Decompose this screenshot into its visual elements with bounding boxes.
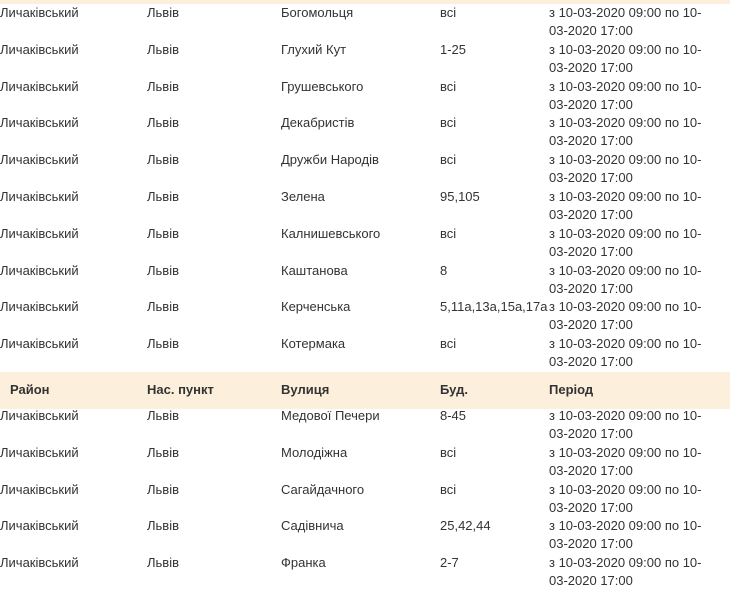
- district-cell: Личаківський: [0, 41, 79, 57]
- column-header: Вулиця: [281, 382, 330, 397]
- period-cell: з 10-03-2020 09:00 по 10-03-2020 17:00: [549, 78, 702, 112]
- building-cell: всі: [440, 481, 457, 497]
- building-cell: всі: [440, 225, 457, 241]
- period-cell: з 10-03-2020 09:00 по 10-03-2020 17:00: [549, 41, 702, 75]
- period-cell: з 10-03-2020 09:00 по 10-03-2020 17:00: [549, 5, 702, 38]
- district-cell: Личаківський: [0, 555, 79, 571]
- period-cell: з 10-03-2020 09:00 по 10-03-2020 17:00: [549, 555, 702, 589]
- street-cell: Грушевського: [281, 78, 364, 94]
- street-cell: Декабристів: [281, 115, 355, 131]
- building-cell: 25,42,44: [440, 518, 491, 534]
- street-cell: Франка: [281, 555, 326, 571]
- street-cell: Сагайдачного: [281, 481, 365, 497]
- period-cell: з 10-03-2020 09:00 по 10-03-2020 17:00: [549, 152, 702, 186]
- period-cell: з 10-03-2020 09:00 по 10-03-2020 17:00: [549, 262, 702, 296]
- building-cell: всі: [440, 152, 457, 168]
- settlement-cell: Львів: [147, 444, 180, 460]
- header-row: [0, 372, 730, 409]
- district-cell: Личаківський: [0, 115, 79, 131]
- district-cell: Личаківський: [0, 225, 79, 241]
- building-cell: 5,11а,13а,15а,17а: [440, 299, 548, 315]
- street-cell: Садівнича: [281, 518, 344, 534]
- building-cell: 2-7: [440, 555, 459, 571]
- district-cell: Личаківський: [0, 78, 79, 94]
- settlement-cell: Львів: [147, 189, 180, 204]
- settlement-cell: Львів: [147, 115, 180, 131]
- street-cell: Каштанова: [281, 262, 348, 278]
- building-cell: 1-25: [440, 41, 467, 57]
- street-cell: Глухий Кут: [281, 41, 347, 57]
- building-cell: 8-45: [440, 408, 467, 423]
- building-cell: всі: [440, 115, 457, 131]
- settlement-cell: Львів: [147, 5, 180, 20]
- period-cell: з 10-03-2020 09:00 по 10-03-2020 17:00: [549, 225, 702, 259]
- period-cell: з 10-03-2020 09:00 по 10-03-2020 17:00: [549, 518, 702, 552]
- building-cell: всі: [440, 444, 457, 460]
- settlement-cell: Львів: [147, 408, 180, 423]
- settlement-cell: Львів: [147, 225, 180, 241]
- district-cell: Личаківський: [0, 189, 79, 204]
- column-header: Період: [549, 382, 594, 397]
- column-header: Нас. пункт: [147, 382, 214, 397]
- settlement-cell: Львів: [147, 78, 180, 94]
- period-cell: з 10-03-2020 09:00 по 10-03-2020 17:00: [549, 408, 702, 441]
- district-cell: Личаківський: [0, 5, 79, 20]
- street-cell: Керченська: [281, 299, 351, 315]
- street-cell: Котермака: [281, 336, 346, 352]
- period-cell: з 10-03-2020 09:00 по 10-03-2020 17:00: [549, 481, 702, 515]
- building-cell: 8: [440, 262, 448, 278]
- settlement-cell: Львів: [147, 262, 180, 278]
- column-header: Буд.: [440, 382, 468, 397]
- district-cell: Личаківський: [0, 408, 79, 423]
- street-cell: Богомольця: [281, 5, 354, 20]
- district-cell: Личаківський: [0, 444, 79, 460]
- settlement-cell: Львів: [147, 518, 180, 534]
- building-cell: всі: [440, 5, 457, 20]
- settlement-cell: Львів: [147, 555, 180, 571]
- district-cell: Личаківський: [0, 262, 79, 278]
- district-cell: Личаківський: [0, 336, 79, 352]
- settlement-cell: Львів: [147, 152, 180, 168]
- column-header: Район: [10, 382, 50, 397]
- building-cell: всі: [440, 78, 457, 94]
- street-cell: Калнишевського: [281, 225, 381, 241]
- period-cell: з 10-03-2020 09:00 по 10-03-2020 17:00: [549, 336, 702, 370]
- header-strip: [0, 0, 730, 4]
- street-cell: Молодіжна: [281, 444, 348, 460]
- settlement-cell: Львів: [147, 299, 180, 315]
- period-cell: з 10-03-2020 09:00 по 10-03-2020 17:00: [549, 299, 702, 333]
- district-cell: Личаківський: [0, 299, 79, 315]
- period-cell: з 10-03-2020 09:00 по 10-03-2020 17:00: [549, 115, 702, 149]
- district-cell: Личаківський: [0, 152, 79, 168]
- street-cell: Медової Печери: [281, 408, 380, 423]
- settlement-cell: Львів: [147, 41, 180, 57]
- building-cell: 95,105: [440, 189, 480, 204]
- district-cell: Личаківський: [0, 518, 79, 534]
- settlement-cell: Львів: [147, 336, 180, 352]
- period-cell: з 10-03-2020 09:00 по 10-03-2020 17:00: [549, 189, 702, 222]
- period-cell: з 10-03-2020 09:00 по 10-03-2020 17:00: [549, 444, 702, 478]
- district-cell: Личаківський: [0, 481, 79, 497]
- building-cell: всі: [440, 336, 457, 352]
- street-cell: Зелена: [281, 189, 325, 204]
- street-cell: Дружби Народів: [281, 152, 379, 168]
- settlement-cell: Львів: [147, 481, 180, 497]
